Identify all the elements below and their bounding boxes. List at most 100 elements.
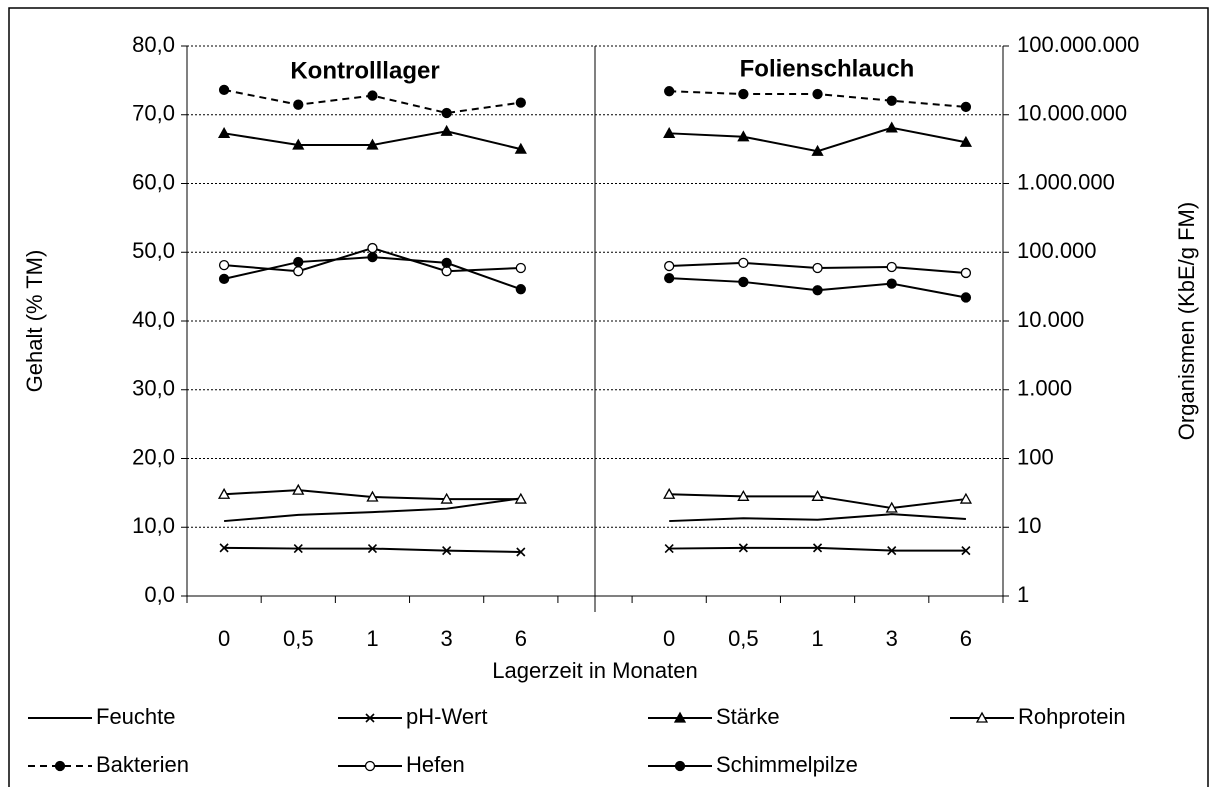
marker (663, 487, 676, 499)
y-tick-label: 70,0 (132, 101, 175, 126)
y2-tick-label: 10 (1017, 513, 1041, 538)
marker (441, 107, 452, 119)
marker (367, 242, 378, 254)
legend-label: Feuchte (96, 704, 176, 729)
marker (959, 492, 973, 504)
y-tick-label: 20,0 (132, 444, 175, 469)
y2-tick-label: 100.000 (1017, 238, 1097, 263)
marker (885, 501, 898, 513)
marker (54, 760, 66, 772)
x-tick-label: 6 (960, 626, 972, 651)
marker (515, 284, 526, 295)
legend-label: Schimmelpilze (716, 752, 858, 777)
marker (293, 99, 304, 110)
marker (218, 259, 230, 271)
marker (738, 276, 749, 288)
marker (293, 256, 304, 268)
x-tick-label: 0,5 (283, 626, 314, 651)
marker (738, 257, 749, 269)
legend-label: pH-Wert (406, 704, 488, 729)
marker (961, 546, 971, 556)
y2-tick-label: 100.000.000 (1017, 32, 1139, 57)
marker (959, 135, 973, 147)
marker (811, 144, 824, 156)
y2-tick-label: 10.000 (1017, 307, 1084, 332)
legend-label: Rohprotein (1018, 704, 1126, 729)
marker (441, 257, 452, 269)
y-tick-label: 60,0 (132, 169, 175, 194)
y2-axis-title: Organismen (KbE/g FM) (1174, 202, 1199, 440)
marker (218, 273, 230, 285)
marker (960, 267, 972, 279)
x-tick-label: 3 (886, 626, 898, 651)
y2-tick-label: 1 (1017, 582, 1029, 607)
marker (664, 543, 674, 554)
marker (663, 126, 676, 138)
x-axis-title: Lagerzeit in Monaten (492, 658, 697, 683)
marker (812, 285, 823, 296)
marker (293, 543, 303, 554)
marker (293, 266, 304, 277)
marker (364, 760, 376, 772)
marker (514, 142, 527, 154)
marker (366, 490, 379, 502)
marker (217, 487, 231, 499)
marker (664, 260, 675, 272)
marker (516, 547, 526, 557)
marker (442, 546, 452, 556)
marker (365, 713, 375, 723)
marker (975, 711, 989, 723)
marker (219, 543, 229, 553)
y2-tick-label: 1.000.000 (1017, 169, 1115, 194)
marker (664, 273, 675, 284)
y-tick-label: 30,0 (132, 376, 175, 401)
x-tick-label: 1 (366, 626, 378, 651)
x-tick-label: 0 (218, 626, 230, 651)
y-tick-label: 10,0 (132, 513, 175, 538)
y-tick-label: 80,0 (132, 32, 175, 57)
y-tick-label: 50,0 (132, 238, 175, 263)
marker (960, 101, 972, 113)
marker (737, 489, 750, 501)
annotation: Folienschlauch (740, 55, 915, 82)
y-tick-label: 0,0 (144, 582, 175, 607)
marker (515, 97, 526, 108)
marker (367, 543, 378, 554)
chart-frame (8, 7, 1209, 787)
marker (367, 251, 378, 263)
marker (738, 543, 748, 553)
marker (885, 121, 898, 133)
marker (367, 90, 378, 101)
x-tick-label: 6 (515, 626, 527, 651)
marker (886, 278, 897, 289)
marker (887, 546, 897, 556)
marker (515, 262, 526, 274)
marker (292, 138, 305, 150)
y2-tick-label: 1.000 (1017, 376, 1072, 401)
x-tick-label: 0,5 (728, 626, 759, 651)
marker (292, 483, 305, 495)
marker (441, 266, 452, 277)
marker (217, 126, 231, 138)
y2-tick-label: 10.000.000 (1017, 101, 1127, 126)
marker (440, 492, 453, 504)
marker (812, 543, 823, 553)
marker (737, 130, 750, 142)
marker (738, 88, 749, 100)
series-line (224, 497, 966, 523)
marker (812, 88, 823, 100)
marker (886, 95, 897, 106)
marker (673, 711, 687, 723)
y-axis-title: Gehalt (% TM) (22, 250, 47, 393)
marker (674, 760, 686, 772)
x-tick-label: 3 (441, 626, 453, 651)
y-tick-label: 40,0 (132, 307, 175, 332)
marker (811, 489, 824, 501)
marker (664, 86, 675, 97)
legend-label: Stärke (716, 704, 780, 729)
marker (514, 492, 527, 504)
legend-label: Bakterien (96, 752, 189, 777)
legend-label: Hefen (406, 752, 465, 777)
marker (960, 292, 972, 303)
marker (218, 84, 230, 96)
